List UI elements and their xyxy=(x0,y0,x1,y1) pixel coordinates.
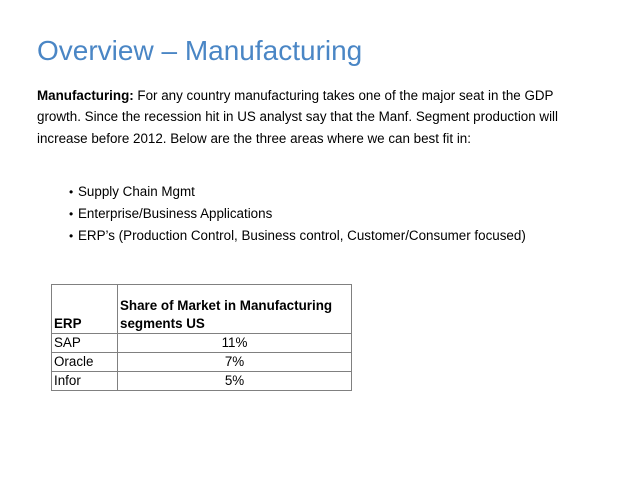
bullet-icon: • xyxy=(69,185,74,199)
bullet-text: Enterprise/Business Applications xyxy=(78,206,273,221)
bullet-text: ERP’s (Production Control, Business cont… xyxy=(78,228,526,243)
table-cell-share: 7% xyxy=(117,352,352,372)
table-header-share: Share of Market in Manufacturing segment… xyxy=(117,284,352,334)
table-header-row: ERP Share of Market in Manufacturing seg… xyxy=(51,284,352,334)
table-row: Oracle 7% xyxy=(51,352,352,372)
table-cell-share: 11% xyxy=(117,333,352,353)
bullet-item: • Enterprise/Business Applications xyxy=(69,203,526,225)
intro-text: For any country manufacturing takes one … xyxy=(37,88,559,146)
bullet-item: • Supply Chain Mgmt xyxy=(69,181,526,203)
slide-title: Overview – Manufacturing xyxy=(37,35,363,66)
intro-label: Manufacturing: xyxy=(37,88,134,103)
table-cell-erp: Infor xyxy=(51,371,118,391)
table-header-erp: ERP xyxy=(51,284,118,334)
bullet-text: Supply Chain Mgmt xyxy=(78,184,195,199)
bullet-icon: • xyxy=(69,229,74,243)
table-cell-share: 5% xyxy=(117,371,352,391)
table-row: Infor 5% xyxy=(51,371,352,391)
erp-market-share-table: ERP Share of Market in Manufacturing seg… xyxy=(51,284,352,391)
bullet-item: • ERP’s (Production Control, Business con… xyxy=(69,225,526,247)
intro-paragraph: Manufacturing: For any country manufactu… xyxy=(37,85,597,149)
table-row: SAP 11% xyxy=(51,333,352,353)
table-cell-erp: Oracle xyxy=(51,352,118,372)
bullet-list: • Supply Chain Mgmt • Enterprise/Business … xyxy=(69,181,526,247)
table-cell-erp: SAP xyxy=(51,333,118,353)
bullet-icon: • xyxy=(69,207,74,221)
